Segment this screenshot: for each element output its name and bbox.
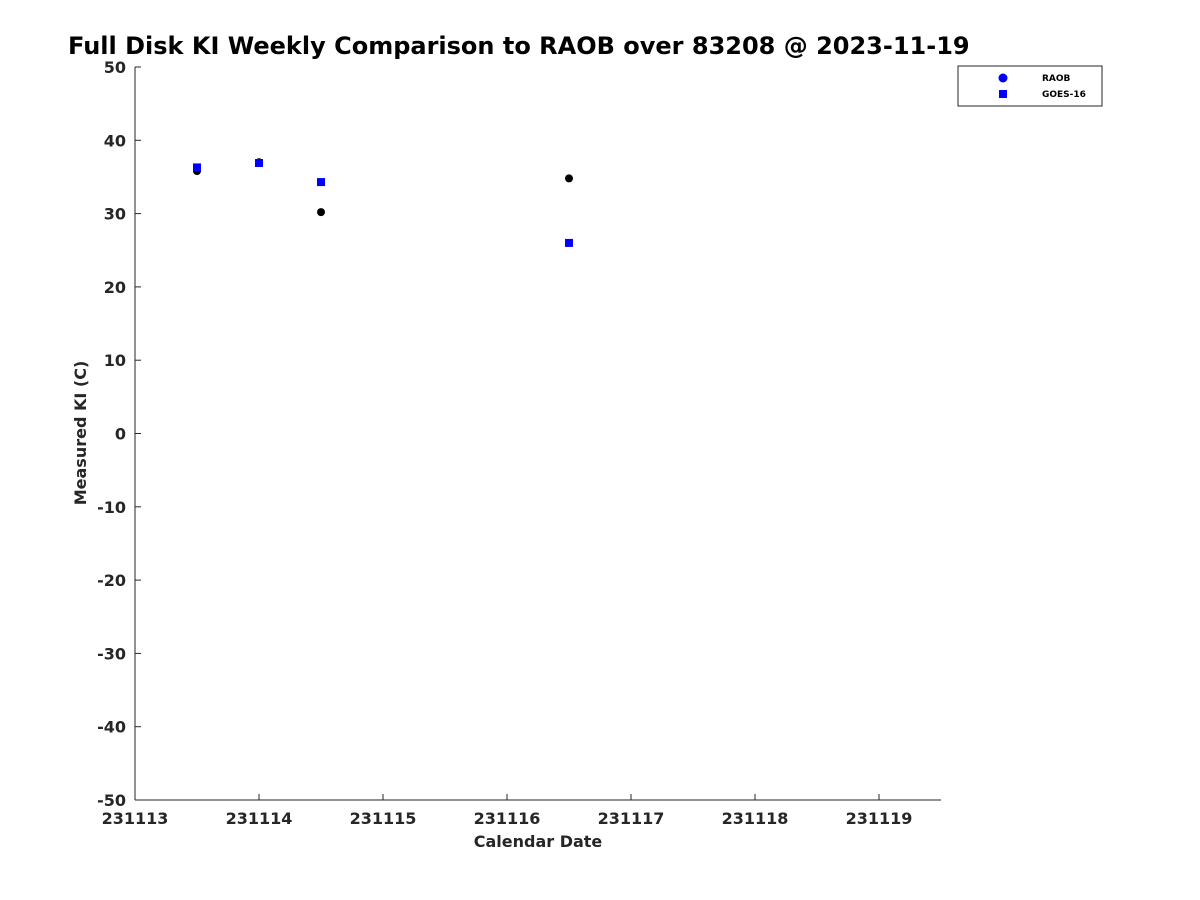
x-tick-label: 231113 bbox=[102, 809, 169, 828]
goes16-point bbox=[255, 159, 263, 168]
y-tick-label: 50 bbox=[104, 58, 126, 77]
x-ticks: 231113 231114 231115 231116 231117 231118 2311… bbox=[102, 794, 913, 828]
x-tick-label: 231114 bbox=[226, 809, 293, 828]
x-tick-label: 231118 bbox=[722, 809, 789, 828]
goes16-point bbox=[565, 238, 573, 247]
raob-point bbox=[317, 208, 325, 217]
legend-label-goes16: GOES-16 bbox=[1042, 90, 1086, 100]
y-tick-label: -30 bbox=[97, 644, 126, 663]
chart-title: Full Disk KI Weekly Comparison to RAOB o… bbox=[68, 32, 970, 60]
y-axis-label: Measured KI (C) bbox=[71, 361, 90, 506]
x-axis-label: Calendar Date bbox=[474, 832, 603, 851]
x-tick-label: 231119 bbox=[846, 809, 913, 828]
legend-label-raob: RAOB bbox=[1042, 74, 1071, 84]
y-tick-label: -50 bbox=[97, 791, 126, 810]
legend-box bbox=[957, 65, 1103, 107]
axes bbox=[134, 67, 941, 801]
y-tick-label: -20 bbox=[97, 571, 126, 590]
y-tick-label: 40 bbox=[104, 131, 126, 150]
y-tick-label: -10 bbox=[97, 498, 126, 517]
data-points bbox=[193, 158, 573, 247]
raob-point bbox=[565, 174, 573, 183]
legend: RAOB GOES-16 bbox=[957, 65, 1103, 107]
y-tick-label: 20 bbox=[104, 278, 126, 297]
x-tick-label: 231117 bbox=[598, 809, 665, 828]
goes16-point bbox=[193, 163, 201, 172]
legend-marker-goes16 bbox=[999, 90, 1007, 98]
x-tick-label: 231116 bbox=[474, 809, 541, 828]
y-tick-label: 30 bbox=[104, 205, 126, 224]
y-ticks: -50 -40 -30 -20 -10 0 10 20 30 40 50 bbox=[97, 58, 141, 810]
goes16-point bbox=[317, 178, 325, 187]
y-tick-label: 0 bbox=[115, 425, 126, 444]
x-tick-label: 231115 bbox=[350, 809, 417, 828]
legend-marker-raob bbox=[998, 73, 1008, 83]
y-tick-label: -40 bbox=[97, 718, 126, 737]
y-tick-label: 10 bbox=[104, 351, 126, 370]
